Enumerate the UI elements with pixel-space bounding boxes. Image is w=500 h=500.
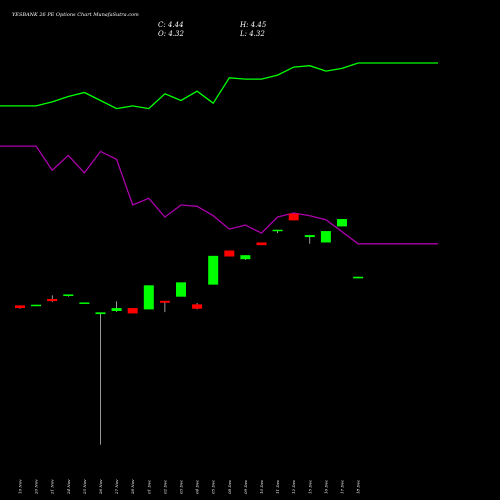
candle-body xyxy=(63,294,74,297)
x-tick-label: 03 Dec xyxy=(179,479,184,494)
candle-10 xyxy=(159,300,170,313)
candle-6 xyxy=(95,312,106,445)
x-tick-label: 02 Dec xyxy=(162,479,167,494)
candle-7 xyxy=(111,301,122,312)
candle-15 xyxy=(240,255,251,260)
candle-body xyxy=(304,235,315,238)
indicator-line-green xyxy=(0,62,438,110)
x-tick-label: 21 Nov xyxy=(50,479,55,495)
x-tick-label: 12 Dec xyxy=(291,479,296,494)
candle-body xyxy=(240,255,251,260)
low-label: L: 4.32 xyxy=(239,30,265,38)
x-tick-label: 27 Nov xyxy=(114,479,119,495)
candle-body xyxy=(159,300,170,303)
candles xyxy=(15,213,364,445)
candle-22 xyxy=(353,276,364,279)
x-tick-label: 05 Dec xyxy=(211,479,216,494)
candle-body xyxy=(353,276,364,279)
candle-body xyxy=(79,302,90,304)
candle-body xyxy=(143,285,154,310)
candle-16 xyxy=(256,242,267,246)
candle-19 xyxy=(304,235,315,244)
candle-body xyxy=(111,308,122,312)
candle-body xyxy=(15,305,25,309)
candle-20 xyxy=(320,231,331,243)
x-tick-label: 20 Nov xyxy=(34,479,39,495)
chart-title: YESBANK 26 PE Options Chart MunafaSutra.… xyxy=(12,12,139,18)
x-tick-label: 09 Dec xyxy=(243,479,248,494)
indicator-line-purple xyxy=(0,145,438,245)
x-tick-label: 16 Dec xyxy=(323,479,328,494)
candle-17 xyxy=(272,229,283,234)
x-tick-label: 18 Dec xyxy=(356,479,361,494)
x-tick-label: 26 Nov xyxy=(98,479,103,495)
candle-body xyxy=(47,298,58,302)
candle-2 xyxy=(31,304,42,307)
indicator-lines xyxy=(0,62,438,245)
candle-1 xyxy=(15,305,25,309)
candle-11 xyxy=(176,282,186,297)
x-tick-label: 25 Nov xyxy=(82,479,87,495)
close-label: C: 4.44 xyxy=(158,21,184,29)
x-tick-label: 11 Dec xyxy=(275,479,280,494)
candle-21 xyxy=(337,219,347,227)
candle-4 xyxy=(63,294,74,297)
x-tick-label: 08 Dec xyxy=(227,479,232,494)
candle-body xyxy=(288,213,299,221)
candle-body xyxy=(320,231,331,243)
candle-13 xyxy=(208,255,219,285)
candle-5 xyxy=(79,302,90,304)
candle-body xyxy=(208,255,219,285)
candle-14 xyxy=(224,250,235,257)
candle-8 xyxy=(127,308,138,314)
x-tick-label: 04 Dec xyxy=(195,479,200,494)
x-tick-label: 28 Nov xyxy=(130,479,135,495)
x-tick-label: 10 Dec xyxy=(259,479,264,494)
candle-9 xyxy=(143,285,154,310)
candle-body xyxy=(31,304,42,307)
x-tick-label: 17 Dec xyxy=(340,479,345,494)
candle-12 xyxy=(192,302,203,310)
x-axis-ticks: 19 Nov 20 Nov 21 Nov 24 Nov 25 Nov 26 Nov 27 N… xyxy=(18,479,361,495)
candle-body xyxy=(176,282,186,297)
x-tick-label: 24 Nov xyxy=(66,479,71,495)
candle-body xyxy=(337,219,347,227)
candle-body xyxy=(224,250,235,257)
x-tick-label: 15 Dec xyxy=(307,479,312,494)
open-label: O: 4.32 xyxy=(158,30,184,38)
x-tick-label: 19 Nov xyxy=(18,479,23,494)
candle-body xyxy=(272,229,283,232)
candle-18 xyxy=(288,213,299,221)
candle-body xyxy=(95,312,106,315)
x-tick-label: 01 Dec xyxy=(146,479,151,494)
candle-3 xyxy=(47,295,58,303)
high-label: H: 4.45 xyxy=(239,21,267,29)
candle-body xyxy=(256,242,267,246)
candle-body xyxy=(192,304,203,309)
candle-body xyxy=(127,308,138,314)
